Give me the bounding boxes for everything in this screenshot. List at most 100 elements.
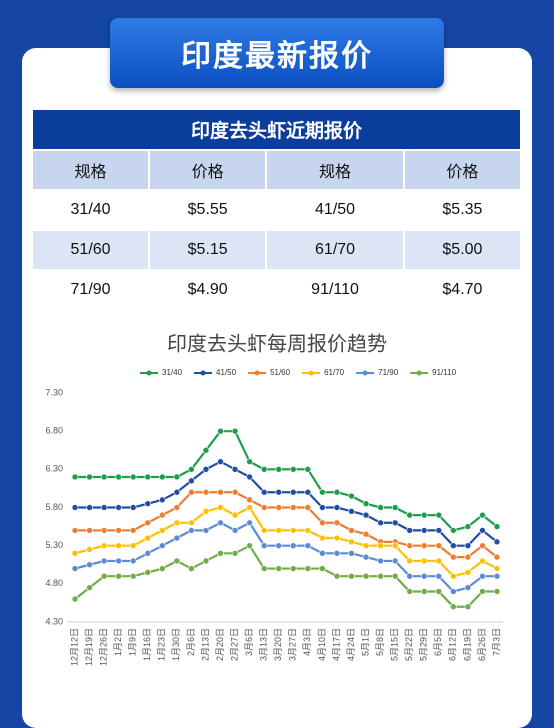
data-point <box>144 500 152 507</box>
legend-marker <box>200 370 206 376</box>
data-point <box>304 565 312 572</box>
data-point <box>129 572 137 580</box>
data-point <box>348 549 355 557</box>
page: 印度最新报价 印度去头虾近期报价 规格 价格 规格 价格 31/40 $5.55 41/50 $… <box>22 18 532 728</box>
data-point <box>231 466 239 473</box>
data-point <box>246 496 253 504</box>
series-line <box>74 506 498 578</box>
data-point <box>391 504 399 511</box>
data-point <box>391 572 399 580</box>
data-point <box>100 473 108 481</box>
data-point <box>129 504 137 511</box>
data-point <box>217 427 224 435</box>
legend-marker <box>362 370 368 376</box>
data-point <box>173 519 181 527</box>
data-point <box>333 534 341 542</box>
data-point <box>406 588 413 595</box>
data-point <box>246 458 253 466</box>
data-point <box>450 588 457 595</box>
data-point <box>260 504 268 511</box>
x-tick-label: 4月24日 <box>346 628 356 661</box>
data-point <box>231 488 239 496</box>
data-point <box>100 504 108 511</box>
table-row: 印度去头虾近期报价 <box>33 110 522 149</box>
series-line <box>75 460 498 547</box>
data-point <box>377 557 384 565</box>
data-point <box>115 527 122 534</box>
data-point <box>348 492 355 500</box>
data-point <box>289 527 297 534</box>
data-point <box>319 504 326 511</box>
legend-marker <box>308 370 314 376</box>
data-point <box>100 542 108 549</box>
x-tick-label: 1月2日 <box>113 628 123 656</box>
data-point <box>304 488 312 496</box>
data-point <box>231 549 239 557</box>
data-point <box>377 572 384 580</box>
table-cell: 31/40 <box>33 191 151 229</box>
data-point <box>479 557 486 565</box>
data-point <box>202 446 210 454</box>
data-point <box>333 572 341 580</box>
data-point <box>71 565 79 572</box>
table-cell: 51/60 <box>33 231 151 269</box>
table-cell: $5.15 <box>150 231 268 269</box>
price-table: 印度去头虾近期报价 规格 价格 规格 价格 31/40 $5.55 41/50 $5.35 51/… <box>33 108 522 311</box>
data-point <box>377 519 384 527</box>
table-cell: 41/50 <box>267 191 405 229</box>
data-point <box>188 477 195 485</box>
x-tick-label: 6月12日 <box>448 628 458 661</box>
data-point <box>319 488 326 496</box>
data-point <box>319 565 326 572</box>
data-point <box>217 458 224 466</box>
data-point <box>333 519 341 527</box>
data-point <box>348 572 355 580</box>
data-point <box>391 519 399 527</box>
data-point <box>289 466 297 473</box>
x-tick-label: 5月22日 <box>404 628 414 661</box>
data-point <box>159 542 166 549</box>
data-point <box>159 511 166 519</box>
legend-marker <box>254 370 260 376</box>
data-point <box>275 488 283 496</box>
data-point <box>464 553 472 561</box>
data-point <box>479 542 486 549</box>
x-tick-label: 5月29日 <box>419 628 429 661</box>
x-tick-label: 1月16日 <box>142 628 152 661</box>
data-point <box>159 527 166 534</box>
data-point <box>202 557 210 565</box>
data-point <box>289 542 297 549</box>
data-point <box>450 603 457 611</box>
series-line <box>74 521 497 593</box>
data-point <box>420 542 428 549</box>
data-point <box>217 488 224 496</box>
data-point <box>86 473 93 481</box>
series-line <box>75 430 498 532</box>
data-point <box>493 572 501 580</box>
data-point <box>144 549 152 557</box>
data-point <box>115 572 122 580</box>
x-tick-label: 1月30日 <box>171 628 181 661</box>
legend-label: 61/70 <box>324 368 345 377</box>
data-point <box>129 527 137 534</box>
data-point <box>493 565 501 572</box>
data-point <box>275 542 283 549</box>
x-tick-label: 4月17日 <box>331 628 341 661</box>
data-point <box>217 549 224 557</box>
data-point <box>420 572 428 580</box>
data-point <box>333 549 341 557</box>
data-point <box>479 588 486 595</box>
data-point <box>377 504 384 511</box>
data-point <box>129 557 137 565</box>
data-point <box>260 542 268 549</box>
data-point <box>450 553 457 561</box>
data-point <box>202 488 210 496</box>
table-row: 51/60 $5.15 61/70 $5.00 <box>33 231 522 269</box>
chart: 印度去头虾每周报价趋势 4.30 4.80 5.30 5.80 6.30 6.80 7.30… <box>45 332 503 666</box>
data-point <box>333 488 341 496</box>
column-header: 价格 <box>404 151 522 189</box>
legend-label: 71/90 <box>378 368 399 377</box>
data-point <box>362 572 370 580</box>
data-point <box>144 519 152 527</box>
data-point <box>188 519 195 527</box>
